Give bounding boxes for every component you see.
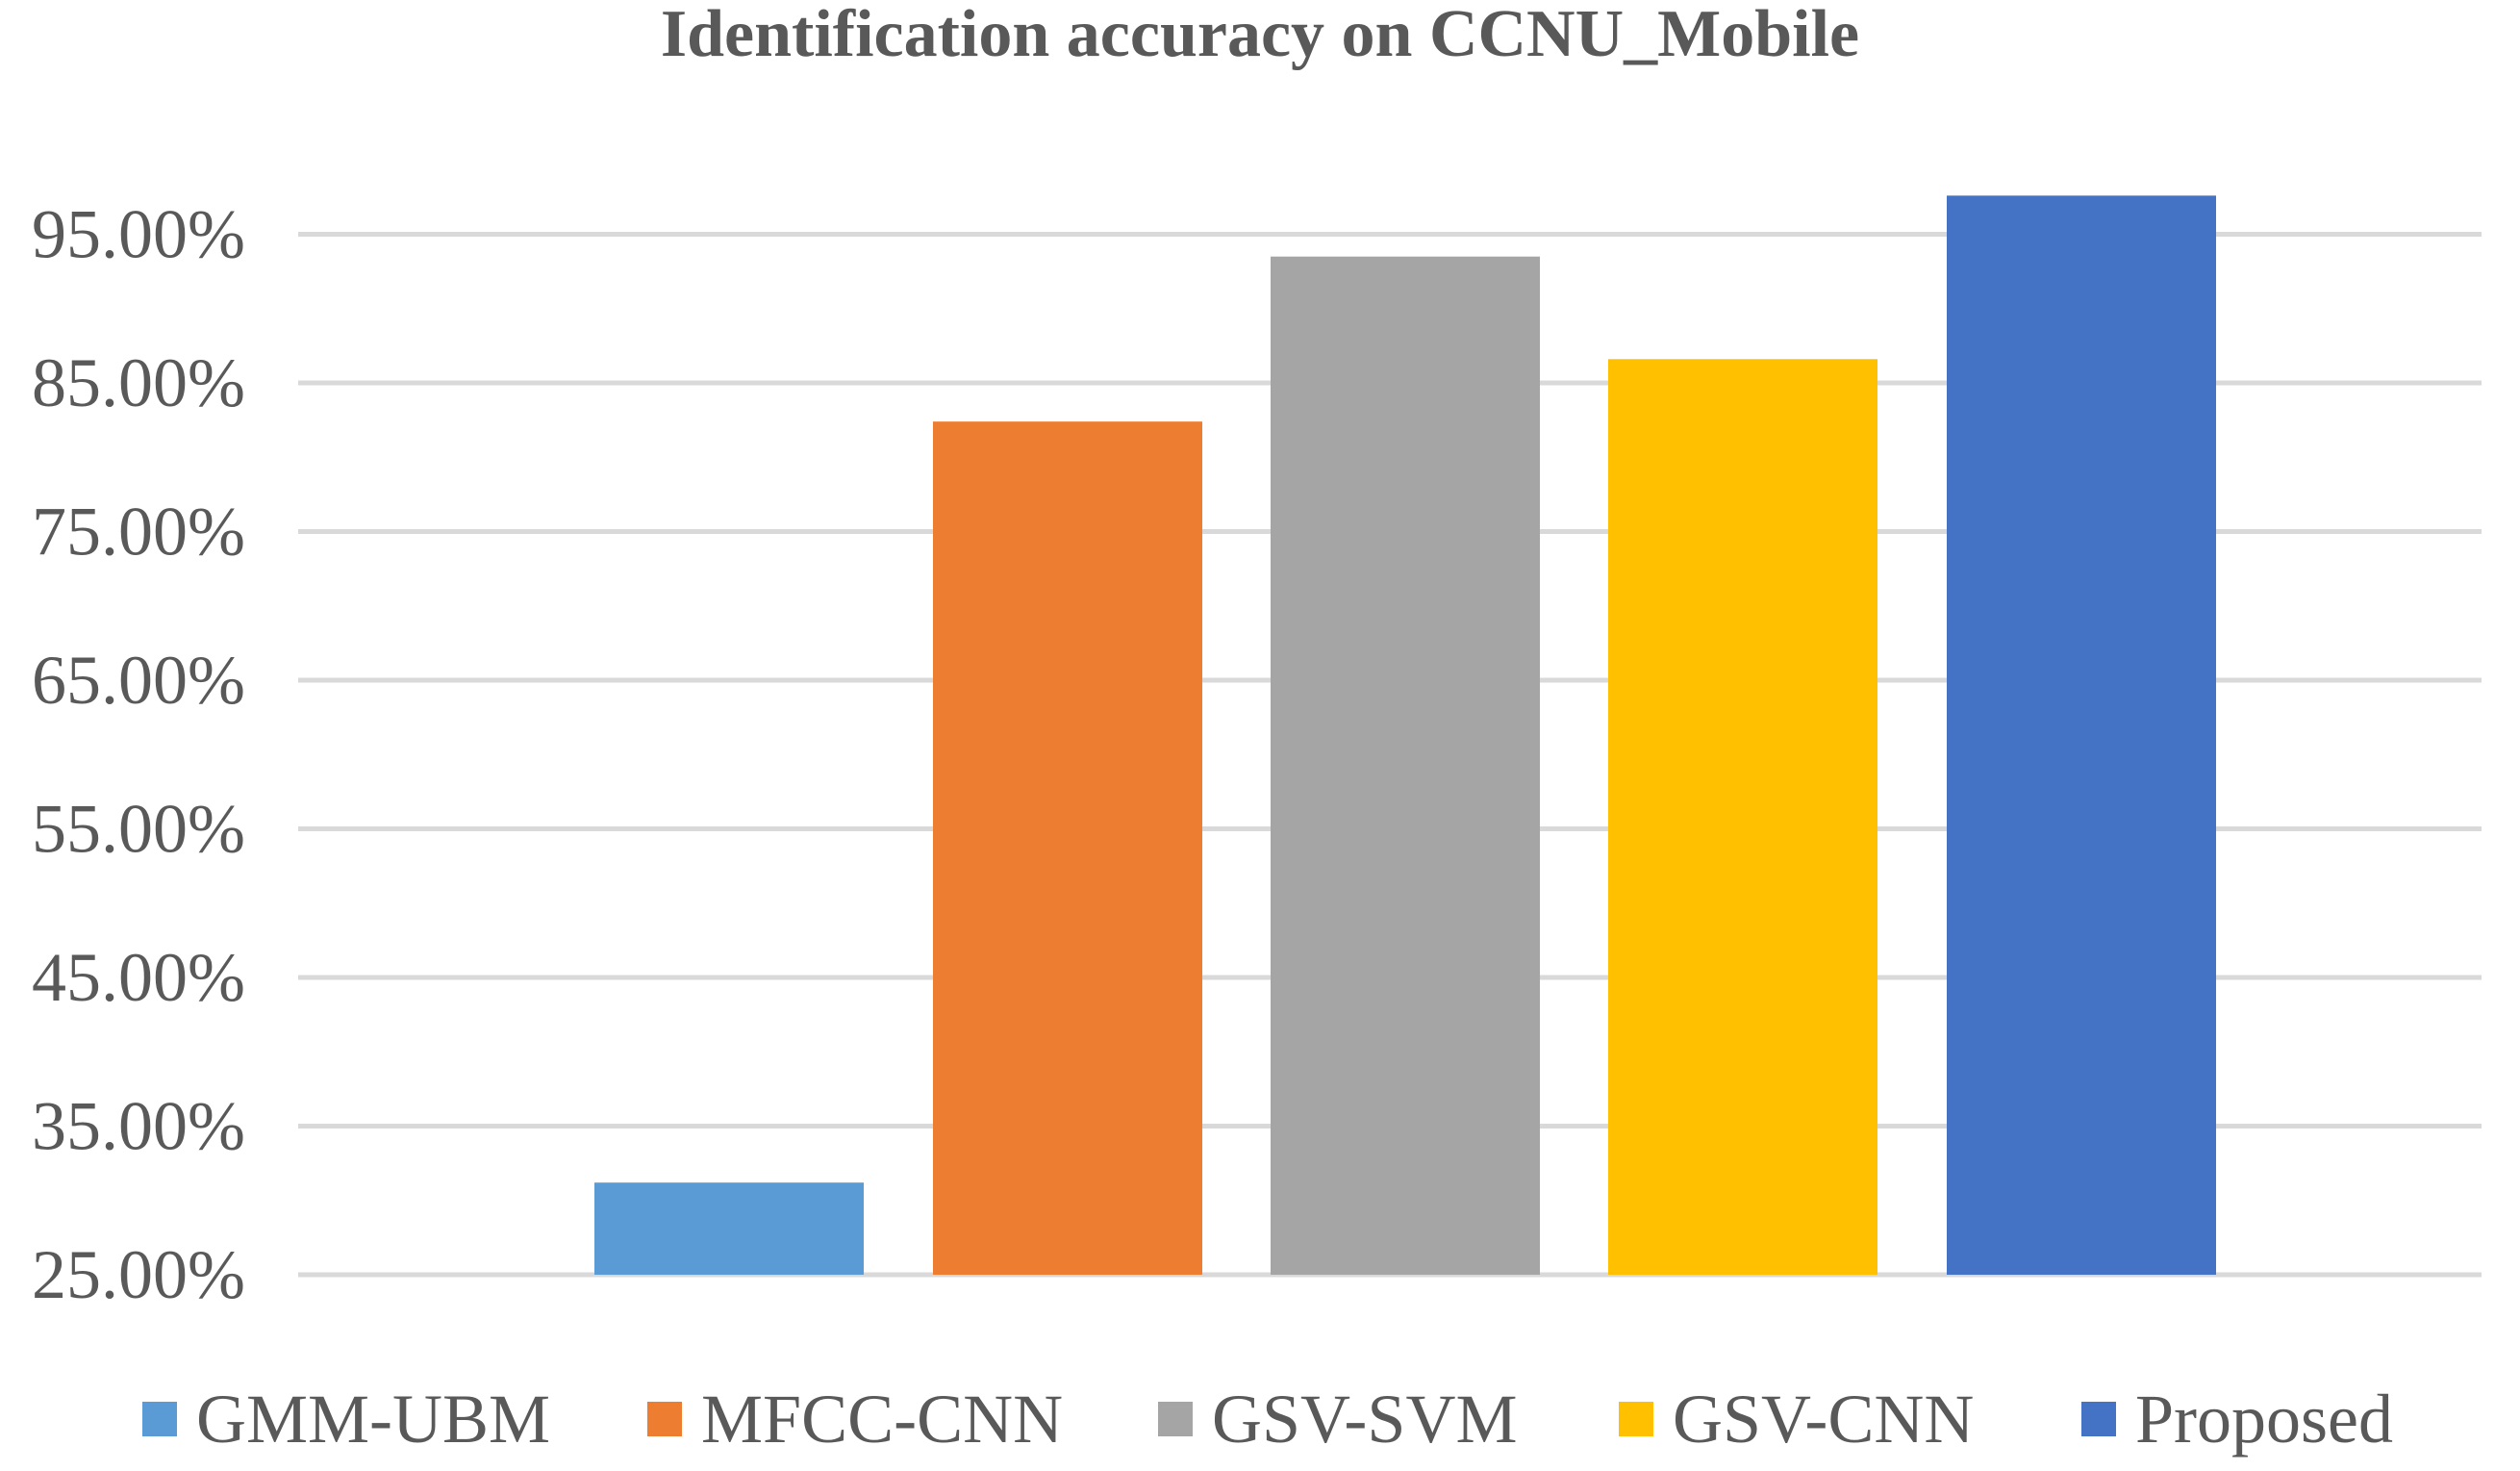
- legend-swatch: [142, 1402, 177, 1436]
- legend-item: GSV-CNN: [1619, 1381, 1974, 1458]
- bar-gmm-ubm: [594, 1182, 864, 1275]
- y-tick-label: 35.00%: [32, 1088, 245, 1165]
- y-tick-label: 95.00%: [32, 196, 245, 273]
- chart-title: Identification accuracy on CCNU_Mobile: [661, 0, 1859, 71]
- y-axis-tick-labels: 25.00% 35.00% 45.00% 55.00% 65.00% 75.00% 85.0…: [32, 196, 245, 1314]
- legend: GMM-UBM MFCC-CNN GSV-SVM GSV-CNN Proposed: [142, 1381, 2393, 1458]
- y-tick-label: 55.00%: [32, 791, 245, 868]
- y-tick-label: 85.00%: [32, 344, 245, 421]
- legend-swatch: [2081, 1402, 2116, 1436]
- legend-label: GMM-UBM: [196, 1381, 550, 1458]
- bar-proposed: [1947, 195, 2216, 1276]
- legend-label: GSV-SVM: [1212, 1381, 1517, 1458]
- y-tick-label: 75.00%: [32, 494, 245, 571]
- legend-label: Proposed: [2135, 1381, 2393, 1458]
- legend-label: MFCC-CNN: [701, 1381, 1063, 1458]
- legend-swatch: [1619, 1402, 1653, 1436]
- y-tick-label: 45.00%: [32, 939, 245, 1016]
- legend-swatch: [647, 1402, 682, 1436]
- bar-mfcc-cnn: [933, 421, 1202, 1275]
- bar-gsv-cnn: [1608, 359, 1877, 1275]
- legend-label: GSV-CNN: [1673, 1381, 1974, 1458]
- legend-item: Proposed: [2081, 1381, 2393, 1458]
- bar-gsv-svm: [1271, 256, 1540, 1275]
- legend-item: GSV-SVM: [1158, 1381, 1517, 1458]
- legend-item: GMM-UBM: [142, 1381, 550, 1458]
- y-tick-label: 25.00%: [32, 1236, 245, 1313]
- bars: [594, 195, 2216, 1276]
- legend-swatch: [1158, 1402, 1193, 1436]
- y-tick-label: 65.00%: [32, 642, 245, 719]
- legend-item: MFCC-CNN: [647, 1381, 1063, 1458]
